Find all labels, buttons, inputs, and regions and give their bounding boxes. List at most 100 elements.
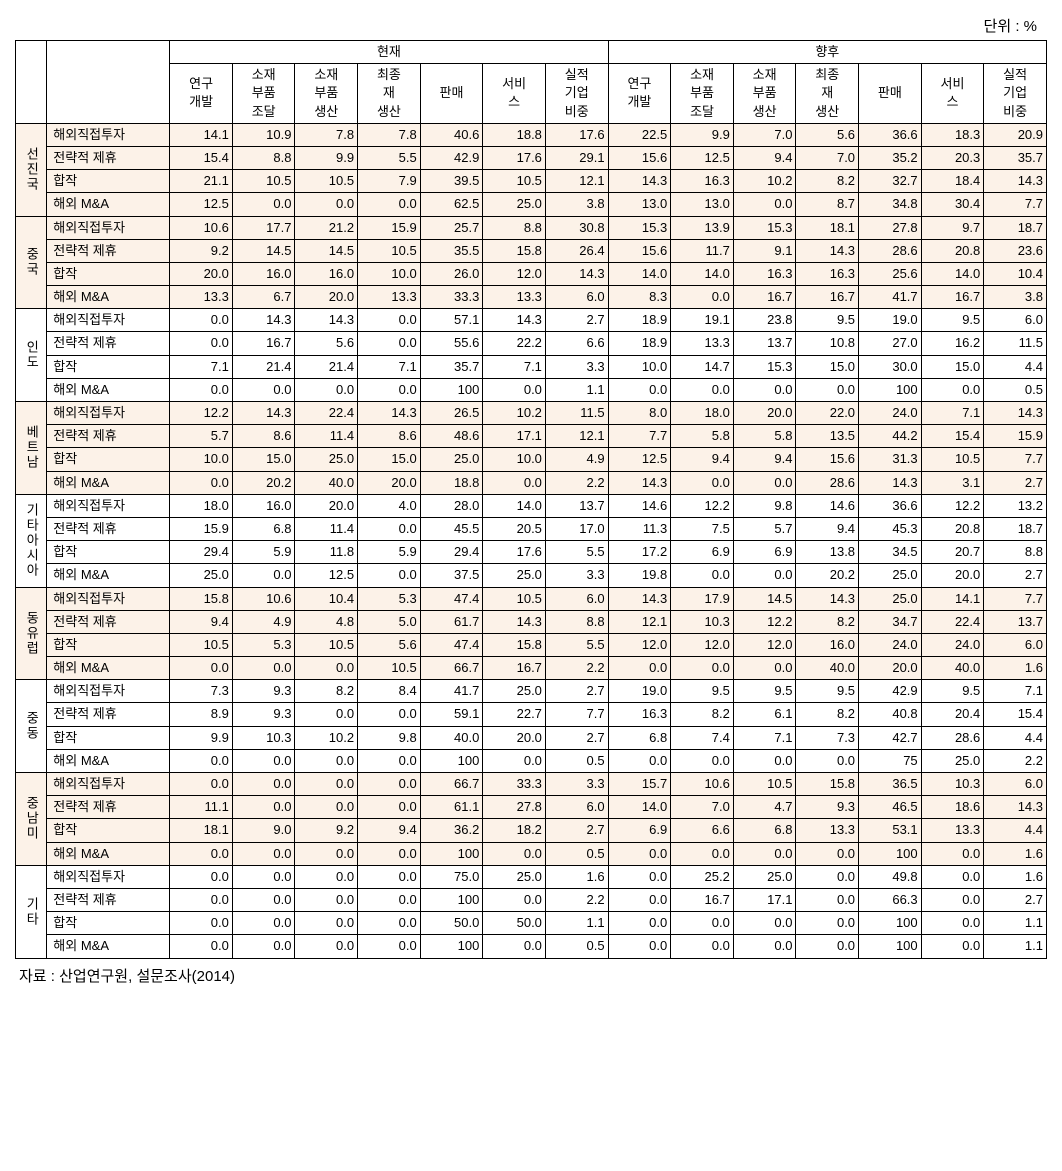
sub-header: 소재부품생산	[295, 64, 358, 124]
type-label: 해외직접투자	[47, 402, 170, 425]
data-cell: 0.0	[232, 865, 295, 888]
data-cell: 14.1	[921, 587, 984, 610]
data-cell: 0.0	[170, 749, 233, 772]
data-cell: 17.6	[483, 541, 546, 564]
data-cell: 0.0	[295, 193, 358, 216]
table-row: 해외 M&A0.00.00.010.566.716.72.20.00.00.04…	[16, 657, 1047, 680]
data-cell: 1.1	[545, 912, 608, 935]
sub-header: 서비스	[921, 64, 984, 124]
data-cell: 100	[420, 888, 483, 911]
data-cell: 33.3	[420, 286, 483, 309]
table-row: 전략적 제휴0.016.75.60.055.622.26.618.913.313…	[16, 332, 1047, 355]
data-cell: 2.7	[984, 471, 1047, 494]
data-cell: 100	[859, 378, 922, 401]
data-cell: 0.0	[608, 842, 671, 865]
table-row: 전략적 제휴5.78.611.48.648.617.112.17.75.85.8…	[16, 425, 1047, 448]
data-cell: 0.0	[608, 888, 671, 911]
data-cell: 0.0	[358, 378, 421, 401]
data-cell: 30.4	[921, 193, 984, 216]
type-label: 합작	[47, 633, 170, 656]
data-cell: 13.3	[358, 286, 421, 309]
data-cell: 2.7	[545, 819, 608, 842]
data-cell: 61.7	[420, 610, 483, 633]
data-cell: 7.7	[984, 448, 1047, 471]
data-cell: 9.5	[796, 309, 859, 332]
data-cell: 30.8	[545, 216, 608, 239]
data-cell: 0.0	[232, 888, 295, 911]
data-cell: 35.7	[420, 355, 483, 378]
data-cell: 6.6	[671, 819, 734, 842]
data-cell: 17.6	[483, 146, 546, 169]
data-cell: 10.3	[921, 773, 984, 796]
type-label: 합작	[47, 819, 170, 842]
data-cell: 15.4	[984, 703, 1047, 726]
data-cell: 5.8	[671, 425, 734, 448]
data-cell: 17.7	[232, 216, 295, 239]
data-cell: 7.9	[358, 170, 421, 193]
data-cell: 24.0	[859, 633, 922, 656]
data-cell: 13.3	[483, 286, 546, 309]
data-cell: 10.4	[295, 587, 358, 610]
data-cell: 1.6	[984, 657, 1047, 680]
data-cell: 18.9	[608, 332, 671, 355]
data-cell: 9.4	[796, 517, 859, 540]
data-cell: 23.6	[984, 239, 1047, 262]
data-cell: 9.9	[170, 726, 233, 749]
type-label: 해외직접투자	[47, 123, 170, 146]
data-cell: 12.5	[295, 564, 358, 587]
sub-header: 연구개발	[608, 64, 671, 124]
data-cell: 8.8	[232, 146, 295, 169]
data-cell: 16.7	[796, 286, 859, 309]
type-label: 전략적 제휴	[47, 610, 170, 633]
data-cell: 15.6	[608, 146, 671, 169]
data-cell: 13.3	[796, 819, 859, 842]
data-cell: 0.0	[295, 703, 358, 726]
data-cell: 9.7	[921, 216, 984, 239]
data-cell: 0.0	[358, 888, 421, 911]
data-cell: 0.0	[671, 657, 734, 680]
table-body: 선진국해외직접투자14.110.97.87.840.618.817.622.59…	[16, 123, 1047, 958]
data-cell: 14.0	[921, 262, 984, 285]
data-cell: 0.0	[358, 935, 421, 958]
data-cell: 12.0	[483, 262, 546, 285]
data-cell: 9.8	[733, 494, 796, 517]
data-cell: 0.0	[483, 842, 546, 865]
data-cell: 0.0	[921, 378, 984, 401]
data-cell: 7.3	[170, 680, 233, 703]
data-cell: 28.0	[420, 494, 483, 517]
type-label: 해외직접투자	[47, 587, 170, 610]
data-cell: 20.0	[295, 494, 358, 517]
data-cell: 6.9	[671, 541, 734, 564]
table-row: 중국해외직접투자10.617.721.215.925.78.830.815.31…	[16, 216, 1047, 239]
data-cell: 7.3	[796, 726, 859, 749]
data-cell: 16.7	[232, 332, 295, 355]
data-cell: 27.8	[483, 796, 546, 819]
data-cell: 10.8	[796, 332, 859, 355]
data-cell: 14.0	[671, 262, 734, 285]
table-row: 해외 M&A0.00.00.00.01000.00.50.00.00.00.07…	[16, 749, 1047, 772]
table-row: 전략적 제휴15.48.89.95.542.917.629.115.612.59…	[16, 146, 1047, 169]
data-cell: 25.0	[170, 564, 233, 587]
data-cell: 41.7	[859, 286, 922, 309]
unit-label: 단위 : %	[15, 15, 1047, 36]
data-cell: 0.0	[358, 564, 421, 587]
data-cell: 6.6	[545, 332, 608, 355]
data-cell: 28.6	[921, 726, 984, 749]
data-cell: 0.0	[483, 378, 546, 401]
data-cell: 13.7	[733, 332, 796, 355]
data-cell: 35.7	[984, 146, 1047, 169]
data-cell: 0.0	[170, 332, 233, 355]
data-cell: 0.0	[295, 378, 358, 401]
data-cell: 0.0	[170, 657, 233, 680]
data-cell: 55.6	[420, 332, 483, 355]
data-cell: 10.0	[608, 355, 671, 378]
type-label: 합작	[47, 262, 170, 285]
data-cell: 9.5	[796, 680, 859, 703]
data-cell: 2.2	[545, 888, 608, 911]
data-cell: 0.0	[921, 888, 984, 911]
data-cell: 0.0	[796, 865, 859, 888]
data-cell: 0.0	[608, 865, 671, 888]
data-cell: 0.5	[545, 842, 608, 865]
data-cell: 53.1	[859, 819, 922, 842]
data-cell: 12.0	[733, 633, 796, 656]
